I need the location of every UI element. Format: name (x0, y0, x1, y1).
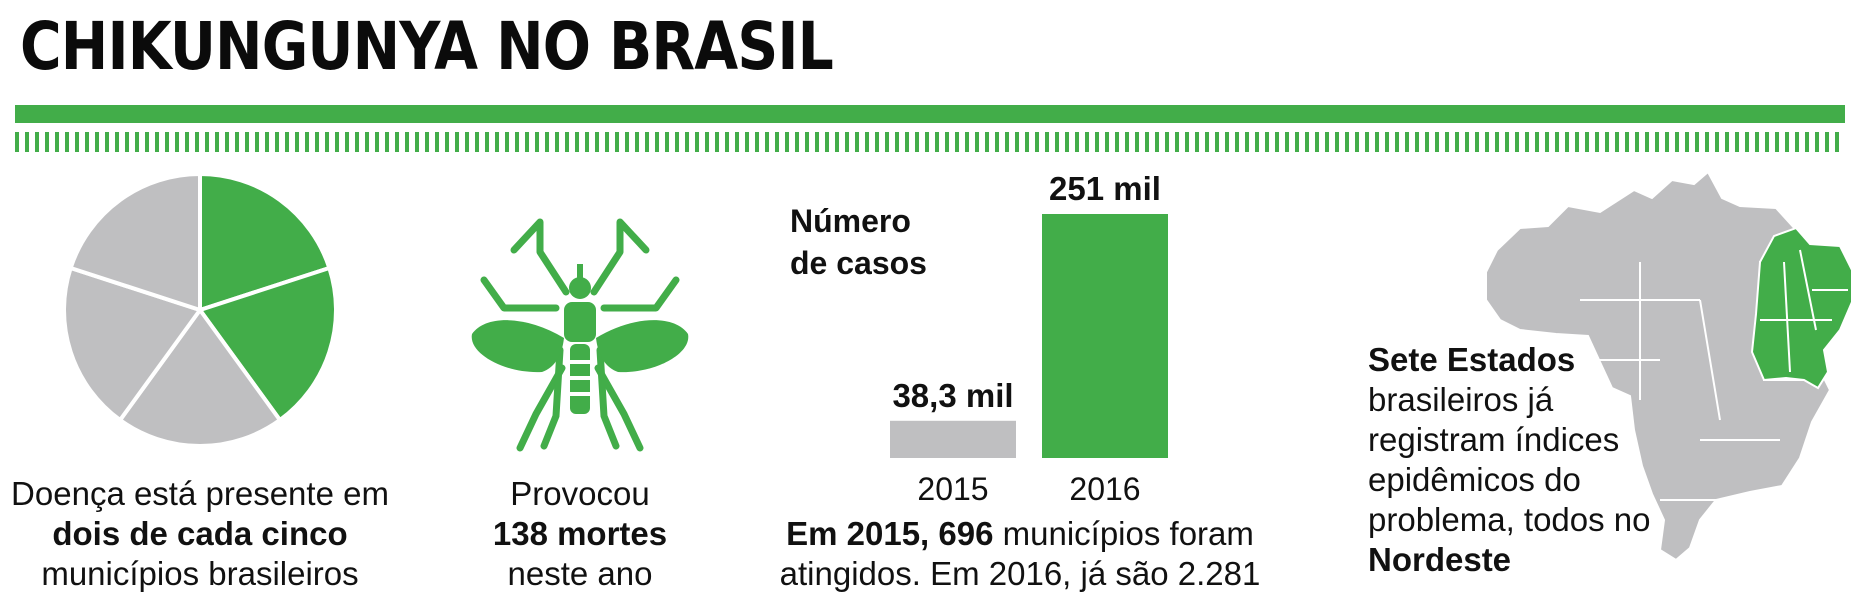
pie-slice-gray (68, 171, 202, 313)
decorative-tick-strip (15, 132, 1845, 152)
pie-slice-green (196, 265, 338, 423)
pie-caption-highlight: dois de cada cinco (52, 515, 348, 552)
mosquito-icon (471, 218, 689, 452)
page-title: CHIKUNGUNYA NO BRASIL (20, 8, 834, 85)
title-underline-band (15, 105, 1845, 123)
chart-caption-text: municípios foram atingidos. Em 2016, já … (779, 515, 1261, 592)
mosquito-caption-text-end: neste ano (507, 555, 653, 592)
bar-value-label: 38,3 mil (892, 377, 1013, 414)
bar-chart: 38,3 mil 2015 251 mil 2016 (890, 170, 1168, 507)
pie-caption-text: Doença está presente em (11, 475, 389, 512)
pie-chart (62, 171, 338, 449)
bar-category-label: 2015 (917, 471, 988, 507)
mosquito-caption-text: Provocou (510, 475, 650, 512)
mosquito-caption: Provocou 138 mortes neste ano (460, 474, 700, 594)
bar-2015 (890, 420, 1016, 458)
map-caption-highlight-region: Nordeste (1368, 541, 1512, 578)
pie-slice-green (198, 171, 332, 313)
pie-caption-text-end: municípios brasileiros (41, 555, 359, 592)
bar-2016 (1042, 214, 1168, 458)
bar-value-label: 251 mil (1049, 170, 1161, 207)
bar-category-label: 2016 (1069, 471, 1140, 507)
pie-caption: Doença está presente em dois de cada cin… (0, 474, 400, 594)
map-caption-highlight: Sete Estados (1368, 341, 1576, 378)
brazil-map-icon (1485, 170, 1853, 562)
chart-title: Número de casos (790, 203, 927, 281)
pie-slice-gray (62, 265, 204, 423)
mosquito-caption-highlight: 138 mortes (492, 515, 668, 552)
map-caption: Sete Estados brasileiros já registram ín… (1368, 340, 1668, 580)
chart-caption-highlight: Em 2015, 696 (786, 515, 994, 552)
map-caption-text: brasileiros já registram índices epidêmi… (1368, 381, 1651, 538)
chart-caption: Em 2015, 696 municípios foram atingidos.… (740, 514, 1300, 594)
pie-slice-gray (117, 306, 283, 449)
